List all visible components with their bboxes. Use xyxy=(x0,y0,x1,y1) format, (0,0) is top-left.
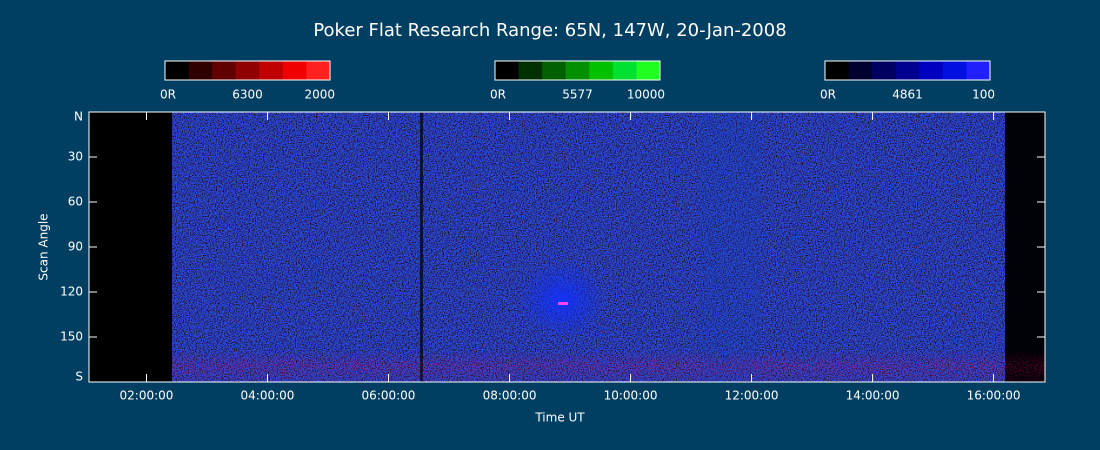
colorbar-frame xyxy=(494,60,661,81)
y-tick-label: 150 xyxy=(60,330,83,344)
chart-title: Poker Flat Research Range: 65N, 147W, 20… xyxy=(313,20,786,41)
colorbar-segment xyxy=(966,61,991,80)
colorbar-segment xyxy=(895,61,920,80)
y-tick-label: N xyxy=(74,110,83,124)
colorbar-segment xyxy=(872,61,897,80)
x-tick-label: 02:00:00 xyxy=(120,389,174,403)
colorbar-label: 0R xyxy=(160,88,176,102)
colorbar-label: 6300 xyxy=(232,88,263,102)
colorbar-segment xyxy=(589,61,614,80)
x-tick-label: 10:00:00 xyxy=(604,389,658,403)
y-tick-label: S xyxy=(75,370,83,384)
colorbar-segment xyxy=(612,61,637,80)
colorbar-label: 5577 xyxy=(562,88,593,102)
colorbar-segment xyxy=(495,61,520,80)
colorbar-segment xyxy=(518,61,543,80)
x-tick-label: 04:00:00 xyxy=(241,389,295,403)
colorbar-frame xyxy=(164,60,331,81)
x-tick-label: 08:00:00 xyxy=(483,389,537,403)
colorbar-label: 0R xyxy=(820,88,836,102)
colorbar-segment xyxy=(212,61,237,80)
colorbar-segment xyxy=(942,61,967,80)
keogram-image xyxy=(89,112,1045,382)
colorbar-segment xyxy=(636,61,661,80)
colorbar-label: 2000 xyxy=(304,88,335,102)
colorbar-segment xyxy=(565,61,590,80)
colorbar-segment xyxy=(542,61,567,80)
colorbar-label: 4861 xyxy=(892,88,923,102)
y-tick-label: 30 xyxy=(68,150,83,164)
x-axis-label: Time UT xyxy=(534,411,585,425)
x-tick-label: 06:00:00 xyxy=(362,389,416,403)
colorbar-segment xyxy=(165,61,190,80)
colorbar-segment xyxy=(282,61,307,80)
colorbar-label: 100 xyxy=(972,88,995,102)
x-tick-label: 14:00:00 xyxy=(846,389,900,403)
colorbar-label: 10000 xyxy=(627,88,665,102)
colorbar-frame xyxy=(824,60,991,81)
colorbar-segment xyxy=(188,61,213,80)
x-tick-label: 16:00:00 xyxy=(967,389,1021,403)
colorbar-segment xyxy=(825,61,850,80)
colorbar-segment xyxy=(235,61,260,80)
colorbar-segment xyxy=(306,61,331,80)
colorbar-segment xyxy=(919,61,944,80)
x-tick-label: 12:00:00 xyxy=(725,389,779,403)
y-axis-label: Scan Angle xyxy=(37,213,51,280)
y-tick-label: 60 xyxy=(68,195,83,209)
colorbar-segment xyxy=(259,61,284,80)
colorbar-segment xyxy=(848,61,873,80)
y-tick-label: 120 xyxy=(60,285,83,299)
y-tick-label: 90 xyxy=(68,240,83,254)
colorbar-label: 0R xyxy=(490,88,506,102)
